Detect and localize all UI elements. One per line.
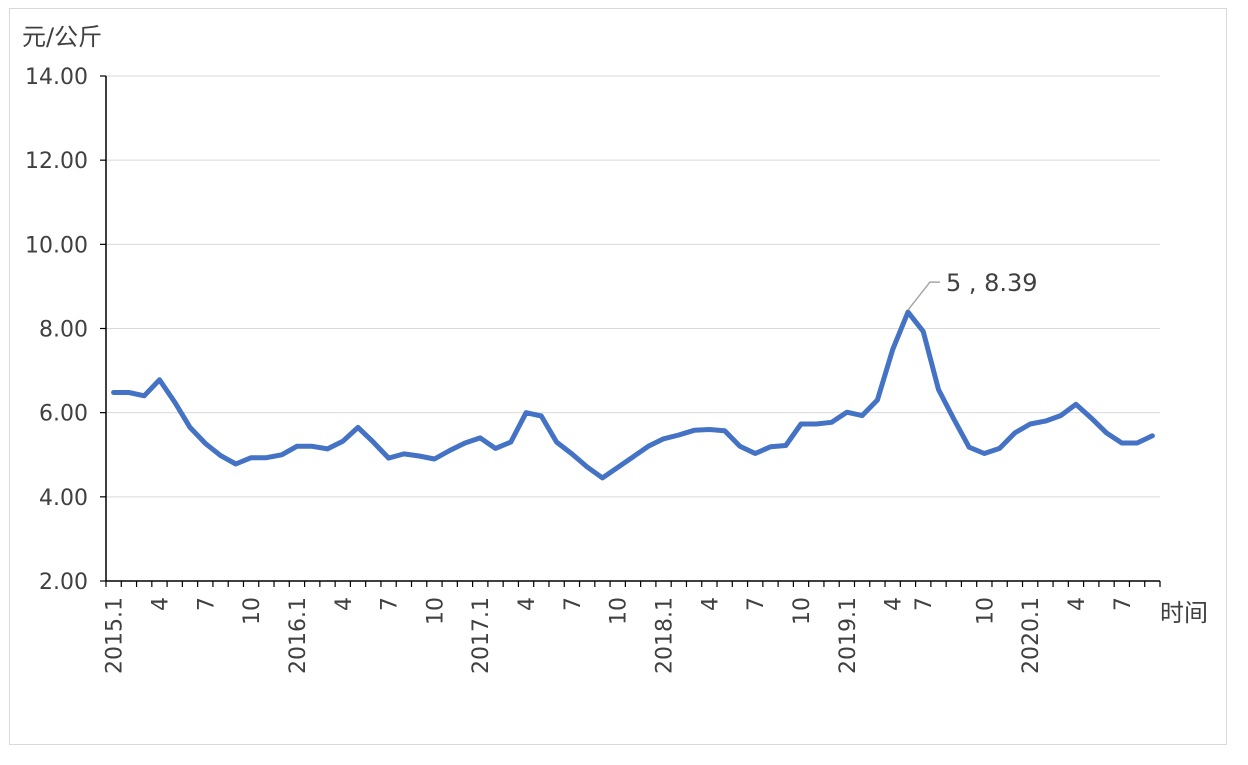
x-tick-label: 4 bbox=[332, 597, 357, 611]
x-tick-label: 7 bbox=[912, 597, 937, 611]
x-tick-label: 4 bbox=[148, 597, 173, 611]
x-tick-label: 2015.1 bbox=[103, 597, 128, 674]
x-tick-label: 2017.1 bbox=[469, 597, 494, 674]
y-tick-label: 8.00 bbox=[39, 318, 88, 343]
x-tick-label: 4 bbox=[1065, 597, 1090, 611]
y-tick-label: 12.00 bbox=[25, 149, 88, 174]
x-tick-label: 4 bbox=[882, 597, 907, 611]
series-line bbox=[111, 309, 1155, 481]
data-label: 5 , 8.39 bbox=[946, 269, 1038, 297]
x-tick-labels: 2015.1 4 7 10 2016.1 4 7 10 2017.1 4 7 10 2018.1 4 7 10… bbox=[103, 597, 1136, 674]
x-tick-label: 10 bbox=[790, 597, 815, 625]
x-axis-title: 时间 bbox=[1160, 599, 1208, 627]
x-tick-label: 7 bbox=[561, 597, 586, 611]
x-tick-label: 7 bbox=[194, 597, 219, 611]
y-tick-label: 2.00 bbox=[39, 570, 88, 595]
annotation-group: 5 , 8.39 bbox=[907, 269, 1038, 311]
axes bbox=[100, 75, 1161, 587]
y-tick-label: 4.00 bbox=[39, 486, 88, 511]
x-tick-label: 7 bbox=[378, 597, 403, 611]
x-tick-label: 2020.1 bbox=[1019, 597, 1044, 674]
x-tick-label: 4 bbox=[698, 597, 723, 611]
x-tick-label: 10 bbox=[423, 597, 448, 625]
x-tick-label: 7 bbox=[1111, 597, 1136, 611]
x-tick-label: 10 bbox=[973, 597, 998, 625]
y-axis-title: 元/公斤 bbox=[22, 23, 102, 51]
y-tick-label: 14.00 bbox=[25, 65, 88, 90]
y-tick-labels: 2.00 4.00 6.00 8.00 10.00 12.00 14.00 bbox=[25, 65, 88, 595]
y-tick-label: 10.00 bbox=[25, 233, 88, 258]
x-tick-label: 7 bbox=[744, 597, 769, 611]
x-tick-label: 2016.1 bbox=[286, 597, 311, 674]
chart-frame bbox=[9, 8, 1227, 745]
annotation-leader-line bbox=[907, 281, 940, 311]
x-tick-label: 10 bbox=[607, 597, 632, 625]
series-group bbox=[111, 309, 1155, 481]
x-tick-label: 4 bbox=[515, 597, 540, 611]
y-tick-label: 6.00 bbox=[39, 402, 88, 427]
x-tick-label: 10 bbox=[240, 597, 265, 625]
x-tick-label: 2018.1 bbox=[653, 597, 678, 674]
gridlines bbox=[106, 75, 1160, 498]
x-tick-label: 2019.1 bbox=[836, 597, 861, 674]
